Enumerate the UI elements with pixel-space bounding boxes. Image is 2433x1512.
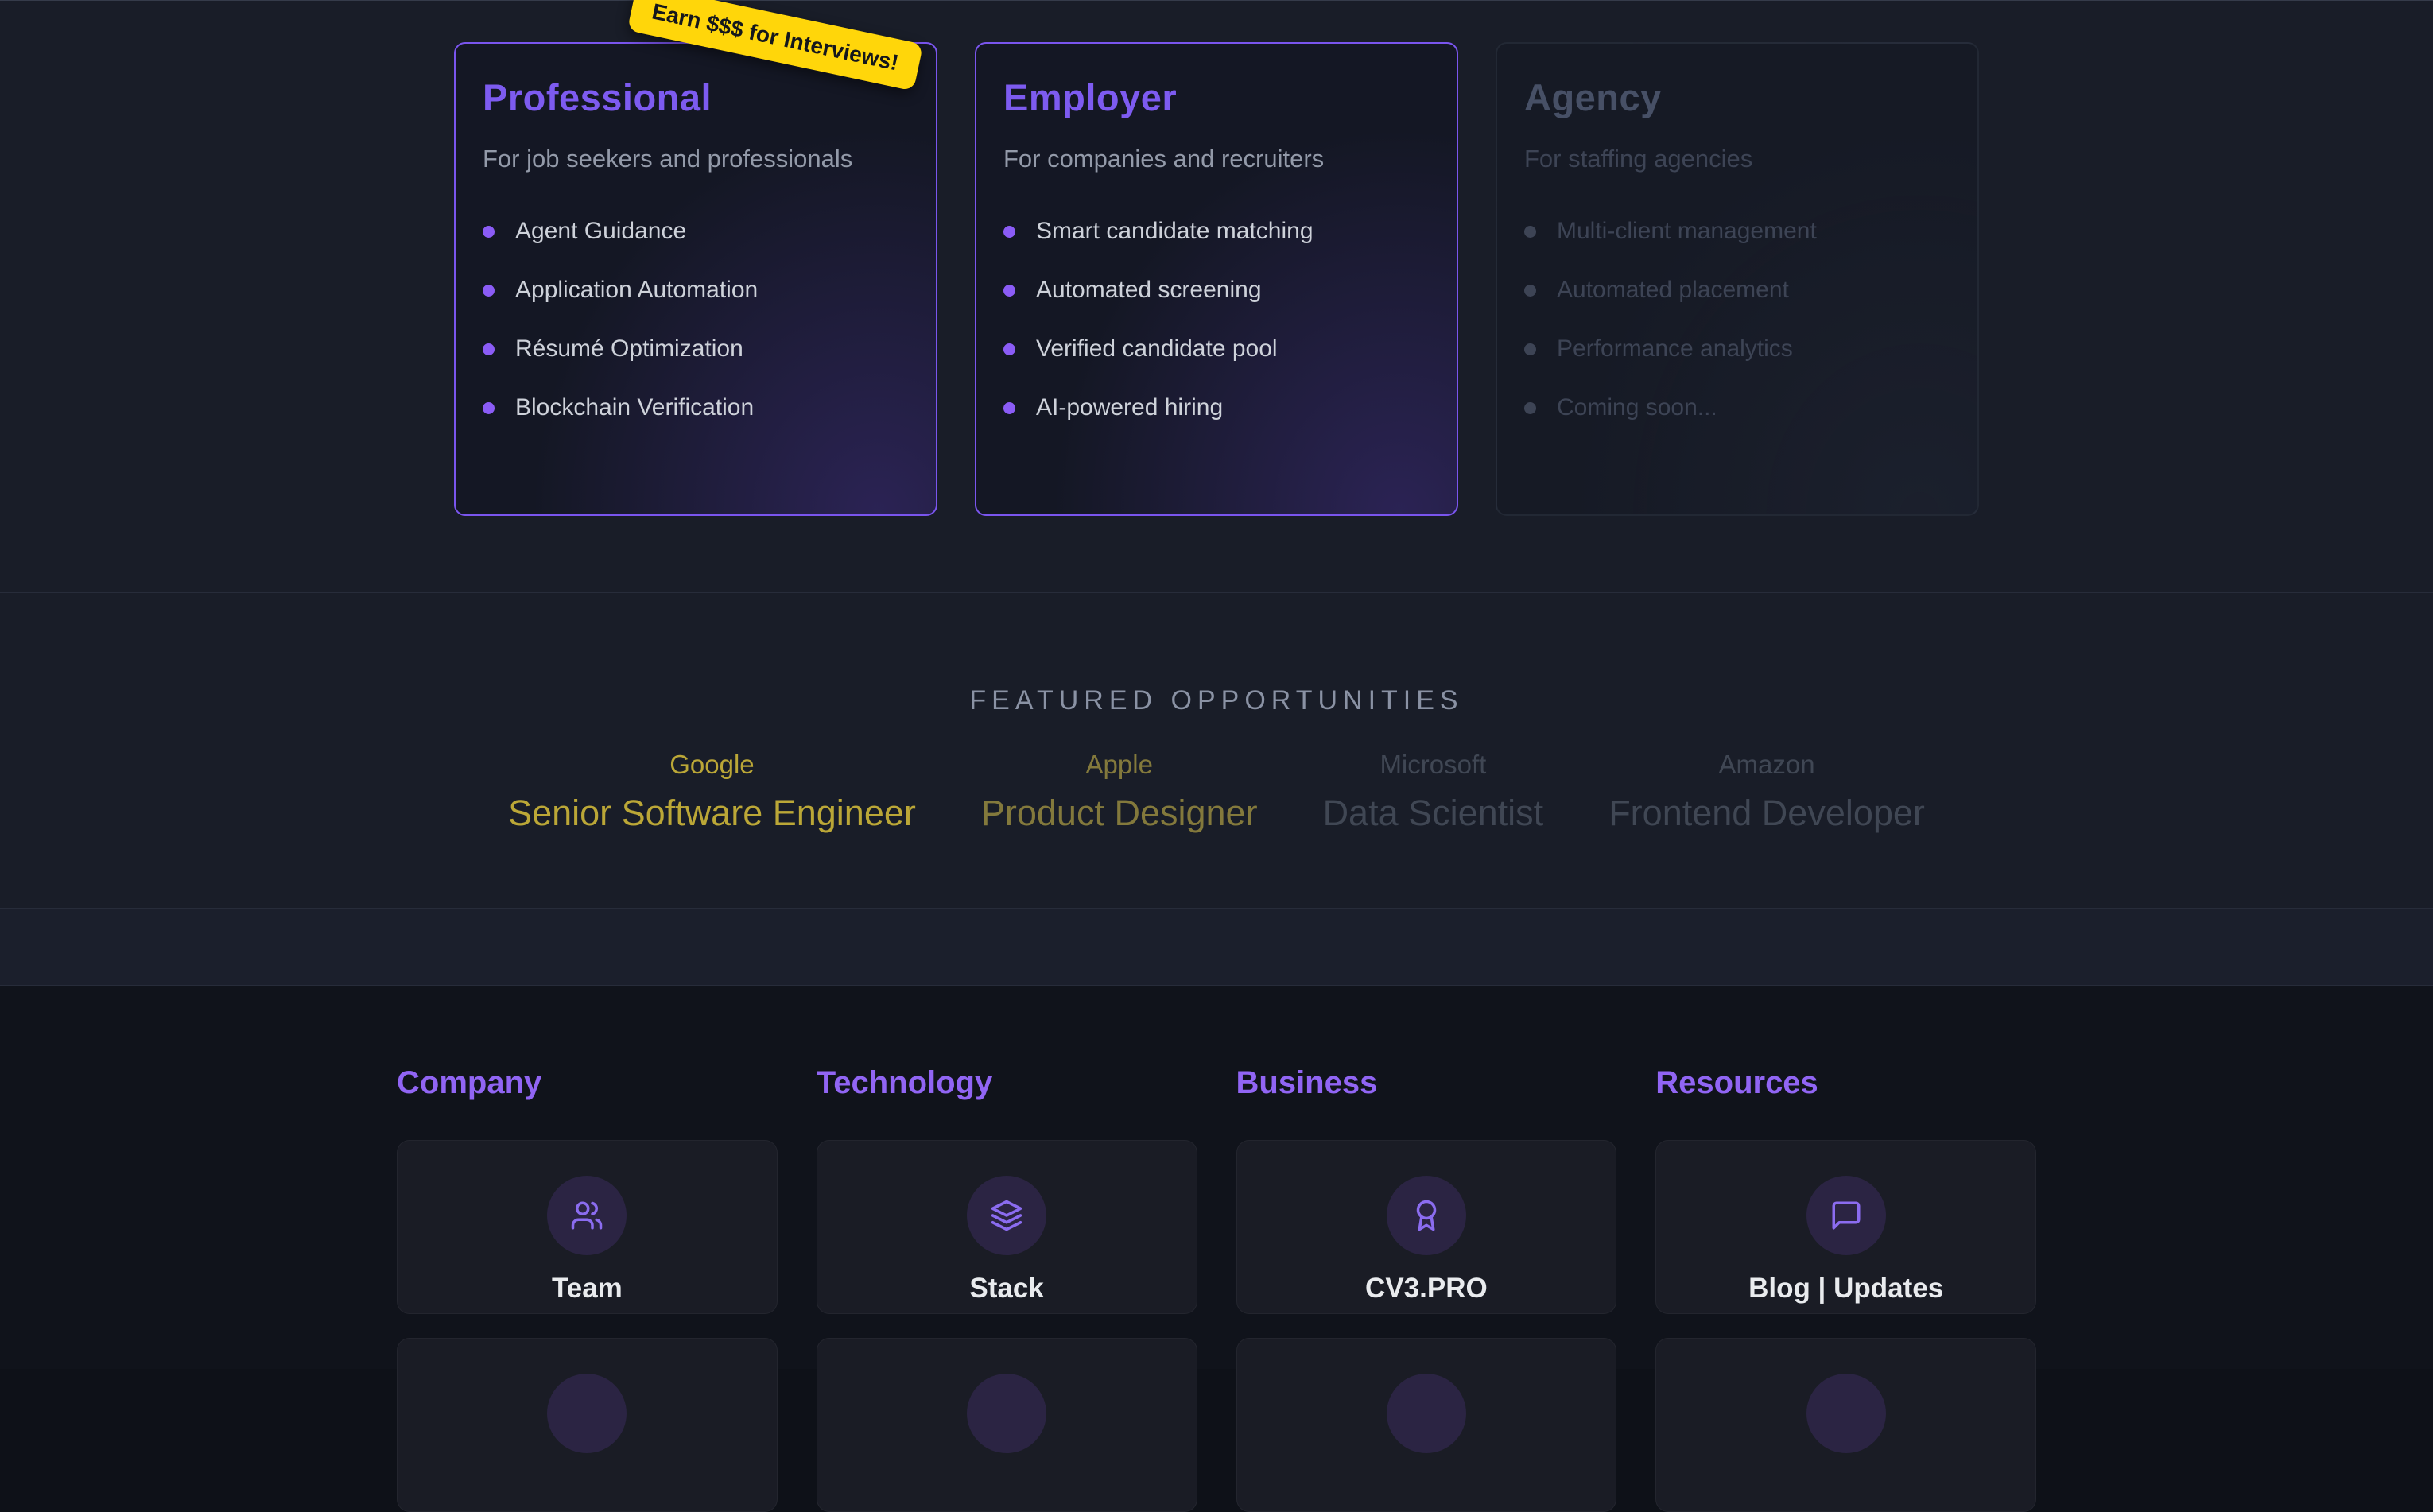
spacer-band (0, 909, 2433, 986)
footer-column-title: Company (397, 1065, 542, 1100)
footer-card-partial[interactable] (1655, 1338, 2036, 1512)
bullet-dot-icon (1003, 284, 1015, 297)
plan-feature-label: Multi-client management (1557, 218, 1817, 244)
bullet-dot-icon (483, 225, 495, 238)
plan-cards-row: Earn $$$ for Interviews! Professional For … (0, 0, 2433, 516)
plan-card-professional[interactable]: Earn $$$ for Interviews! Professional For … (454, 0, 937, 516)
plan-description: For job seekers and professionals (483, 145, 853, 173)
hidden-icon (1386, 1374, 1466, 1453)
plan-feature-label: Smart candidate matching (1036, 218, 1314, 244)
plan-title: Employer (1003, 76, 1178, 118)
plan-card-employer[interactable]: Employer For companies and recruiters Smar… (975, 42, 1458, 516)
footer-card-stack[interactable]: Stack (816, 1140, 1197, 1314)
footer-column-title: Technology (816, 1065, 993, 1100)
message-icon (1806, 1176, 1886, 1255)
job-role: Frontend Developer (1608, 793, 1925, 833)
plan-feature-label: Agent Guidance (515, 218, 687, 244)
users-icon (547, 1176, 627, 1255)
footer-column-resources: Resources Blog | Updates (1655, 1065, 2036, 1512)
job-company: Microsoft (1379, 750, 1487, 779)
featured-job-microsoft[interactable]: Microsoft Data Scientist (1323, 750, 1544, 834)
footer-card-label: Blog | Updates (1748, 1273, 1944, 1304)
plan-title: Agency (1524, 76, 1662, 118)
plan-description: For staffing agencies (1524, 145, 1753, 173)
footer-card-partial[interactable] (816, 1338, 1197, 1512)
job-company: Apple (1085, 750, 1153, 779)
job-role: Senior Software Engineer (508, 793, 916, 833)
footer-column-title: Business (1236, 1065, 1378, 1100)
footer-card-partial[interactable] (397, 1338, 778, 1512)
hidden-icon (547, 1374, 627, 1453)
footer: Company Team Technology Stack Business CV3.PR… (0, 986, 2433, 1512)
plan-feature-label: Performance analytics (1557, 335, 1793, 362)
plan-feature-list: Smart candidate matching Automated screen… (1003, 218, 1430, 421)
plans-section: Earn $$$ for Interviews! Professional For … (0, 0, 2433, 593)
plan-feature-label: AI-powered hiring (1036, 394, 1224, 421)
bullet-dot-icon (1524, 401, 1536, 414)
featured-heading: FEATURED OPPORTUNITIES (969, 685, 1464, 715)
plan-feature-item: Coming soon... (1524, 394, 1950, 421)
footer-card-team[interactable]: Team (397, 1140, 778, 1314)
plan-feature-label: Verified candidate pool (1036, 335, 1278, 362)
job-role: Data Scientist (1322, 793, 1544, 833)
plan-feature-item: Résumé Optimization (483, 335, 909, 362)
footer-card-label: Stack (969, 1273, 1044, 1304)
plan-feature-item: Application Automation (483, 277, 909, 304)
plan-card-agency[interactable]: Agency For staffing agencies Multi-client … (1496, 42, 1979, 516)
plan-description: For companies and recruiters (1003, 145, 1325, 173)
job-company: Google (669, 750, 755, 779)
plan-title: Professional (483, 76, 712, 118)
plan-feature-item: Multi-client management (1524, 218, 1950, 245)
plan-feature-item: AI-powered hiring (1003, 394, 1430, 421)
plan-feature-label: Résumé Optimization (515, 335, 743, 362)
footer-card-partial[interactable] (1236, 1338, 1617, 1512)
plan-feature-list: Agent Guidance Application Automation Résu… (483, 218, 909, 421)
bullet-dot-icon (1524, 284, 1536, 297)
footer-column-technology: Technology Stack (816, 1065, 1197, 1512)
bullet-dot-icon (1003, 343, 1015, 355)
footer-grid: Company Team Technology Stack Business CV3.PR… (397, 1065, 2036, 1512)
award-icon (1386, 1176, 1466, 1255)
footer-card-cv3-pro[interactable]: CV3.PRO (1236, 1140, 1617, 1314)
featured-jobs-row: Google Senior Software Engineer Apple Produ… (0, 750, 2433, 834)
plan-feature-label: Blockchain Verification (515, 394, 755, 421)
bullet-dot-icon (483, 401, 495, 414)
plan-feature-list: Multi-client management Automated placeme… (1524, 218, 1950, 421)
featured-job-amazon[interactable]: Amazon Frontend Developer (1608, 750, 1925, 834)
plan-feature-item: Automated placement (1524, 277, 1950, 304)
featured-section: FEATURED OPPORTUNITIES Google Senior Soft… (0, 593, 2433, 909)
plan-feature-item: Automated screening (1003, 277, 1430, 304)
plan-feature-item: Agent Guidance (483, 218, 909, 245)
layers-icon (967, 1176, 1047, 1255)
job-company: Amazon (1718, 750, 1815, 779)
bullet-dot-icon (1524, 225, 1536, 238)
plan-feature-label: Coming soon... (1557, 394, 1717, 421)
plan-feature-item: Blockchain Verification (483, 394, 909, 421)
bullet-dot-icon (483, 284, 495, 297)
footer-column-title: Resources (1655, 1065, 1818, 1100)
hidden-icon (967, 1374, 1047, 1453)
plan-feature-label: Application Automation (515, 277, 759, 303)
plan-feature-label: Automated screening (1036, 277, 1262, 303)
footer-column-business: Business CV3.PRO (1236, 1065, 1617, 1512)
footer-card-blog-updates[interactable]: Blog | Updates (1655, 1140, 2036, 1314)
plan-feature-item: Verified candidate pool (1003, 335, 1430, 362)
bullet-dot-icon (1003, 401, 1015, 414)
featured-job-apple[interactable]: Apple Product Designer (981, 750, 1258, 834)
footer-card-label: CV3.PRO (1365, 1273, 1488, 1304)
plan-feature-item: Performance analytics (1524, 335, 1950, 362)
bullet-dot-icon (483, 343, 495, 355)
hidden-icon (1806, 1374, 1886, 1453)
plan-feature-item: Smart candidate matching (1003, 218, 1430, 245)
bullet-dot-icon (1524, 343, 1536, 355)
bullet-dot-icon (1003, 225, 1015, 238)
footer-column-company: Company Team (397, 1065, 778, 1512)
featured-job-google[interactable]: Google Senior Software Engineer (508, 750, 916, 834)
job-role: Product Designer (980, 793, 1258, 833)
plan-feature-label: Automated placement (1557, 277, 1789, 303)
footer-card-label: Team (551, 1273, 623, 1304)
